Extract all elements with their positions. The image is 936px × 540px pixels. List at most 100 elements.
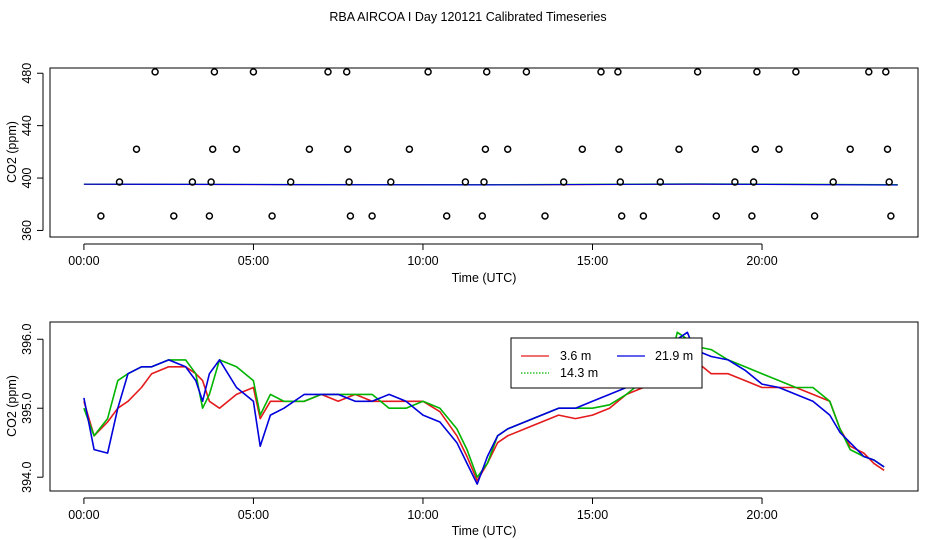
top-y-axis-label: CO2 (ppm): [5, 121, 19, 183]
legend: 3.6 m 14.3 m 21.9 m: [510, 337, 703, 389]
top-x-tick-label: 10:00: [407, 254, 438, 268]
calibration-point: [887, 212, 895, 220]
calibration-point: [614, 68, 622, 76]
calibration-point: [578, 145, 587, 153]
calibration-point: [97, 212, 105, 220]
calibration-point: [368, 212, 376, 220]
bottom-x-tick-label: 15:00: [577, 508, 608, 522]
calibration-point: [188, 178, 197, 186]
calibration-point: [305, 145, 314, 153]
calibration-point: [324, 68, 332, 76]
top-line-series: [83, 183, 898, 186]
calibration-point: [208, 145, 217, 153]
calibration-point: [210, 68, 219, 76]
top-x-tick-label: 20:00: [746, 254, 777, 268]
legend-label-3-6m: 3.6 m: [560, 349, 591, 363]
calibration-point: [207, 178, 215, 186]
calibration-point: [882, 68, 890, 76]
calibration-point: [346, 212, 355, 220]
calibration-point: [286, 178, 295, 186]
top-x-tick-label: 00:00: [68, 254, 99, 268]
calibration-point: [675, 145, 683, 153]
top-line-2: [83, 183, 898, 186]
calibration-point: [461, 178, 470, 186]
calibration-point: [693, 68, 702, 76]
top-x-axis: 00:00 05:00 10:00 15:00 20:00: [68, 243, 778, 268]
calibration-point: [617, 212, 626, 220]
calibration-point: [522, 68, 531, 76]
calibration-point: [268, 212, 276, 220]
top-panel: 00:00 05:00 10:00 15:00 20:00 360 400 440 480 T…: [5, 63, 919, 285]
calibration-point: [232, 145, 241, 153]
series-line-3-6-m: [83, 338, 885, 482]
calibration-point: [342, 68, 351, 76]
calibration-point: [115, 178, 124, 186]
top-plot-frame: [49, 67, 919, 238]
calibration-point: [132, 145, 141, 153]
bottom-x-tick-label: 20:00: [746, 508, 777, 522]
bottom-y-tick-label: 395.0: [20, 393, 34, 424]
series-line-21-9-m: [83, 331, 885, 485]
calibration-point: [503, 145, 512, 153]
bottom-x-axis: 00:00 05:00 10:00 15:00 20:00: [68, 497, 778, 522]
top-x-tick-label: 05:00: [238, 254, 269, 268]
calibration-point: [846, 145, 854, 153]
calibration-point: [387, 178, 395, 186]
calibration-point: [424, 68, 432, 76]
calibration-point: [343, 145, 352, 153]
bottom-y-axis-label: CO2 (ppm): [5, 375, 19, 437]
calibration-point: [829, 178, 837, 186]
bottom-x-tick-label: 10:00: [407, 508, 438, 522]
top-y-tick-label: 480: [20, 63, 34, 84]
top-y-tick-label: 360: [20, 220, 34, 241]
figure-title: RBA AIRCOA I Day 120121 Calibrated Times…: [329, 10, 606, 24]
bottom-panel: 00:00 05:00 10:00 15:00 20:00 394.0 395.0 396.…: [5, 321, 919, 538]
bottom-x-tick-label: 05:00: [238, 508, 269, 522]
bottom-y-tick-label: 394.0: [20, 462, 34, 493]
bottom-line-series: [83, 331, 885, 485]
calibration-point: [751, 145, 760, 153]
calibration-point: [865, 68, 873, 76]
calibration-point: [656, 178, 665, 186]
calibration-point: [559, 178, 568, 186]
calibration-point: [639, 212, 648, 220]
calibration-point: [792, 68, 800, 76]
calibration-point: [712, 212, 721, 220]
calibration-point: [405, 145, 414, 153]
top-y-tick-label: 400: [20, 168, 34, 189]
calibration-point: [481, 145, 490, 153]
bottom-y-tick-label: 396.0: [20, 324, 34, 355]
top-y-tick-label: 440: [20, 115, 34, 136]
bottom-y-axis: 394.0 395.0 396.0: [20, 324, 44, 493]
calibration-point: [480, 178, 488, 186]
calibration-point: [442, 212, 451, 220]
calibration-point: [170, 212, 178, 220]
top-x-tick-label: 15:00: [577, 254, 608, 268]
calibration-point: [885, 178, 893, 186]
calibration-point: [597, 68, 605, 76]
legend-box: [510, 337, 703, 389]
calibration-point: [731, 178, 739, 186]
calibration-point: [748, 212, 756, 220]
bottom-x-axis-label: Time (UTC): [452, 524, 517, 538]
calibration-point: [205, 212, 214, 220]
legend-label-14-3m: 14.3 m: [560, 366, 598, 380]
calibration-point: [753, 68, 761, 76]
calibration-point: [616, 178, 625, 186]
calibration-point: [345, 178, 353, 186]
legend-label-21-9m: 21.9 m: [655, 349, 693, 363]
calibration-point: [541, 212, 549, 220]
calibration-point: [615, 145, 623, 153]
calibration-point: [883, 145, 892, 153]
calibration-point: [749, 178, 758, 186]
calibration-point: [249, 68, 258, 76]
calibration-point: [775, 145, 783, 153]
calibration-point: [151, 68, 159, 76]
calibration-point: [482, 68, 491, 76]
bottom-x-tick-label: 00:00: [68, 508, 99, 522]
calibration-point: [478, 212, 487, 220]
top-y-axis: 360 400 440 480: [20, 63, 44, 241]
top-calibration-points: [97, 68, 895, 220]
top-x-axis-label: Time (UTC): [452, 271, 517, 285]
